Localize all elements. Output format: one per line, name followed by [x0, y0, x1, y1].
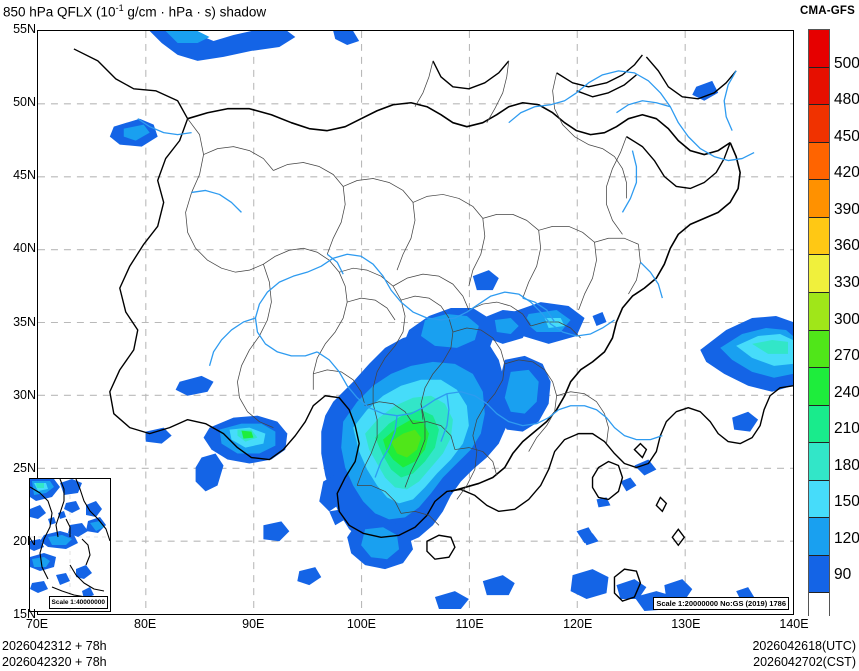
colorbar-tick-210: 210: [834, 420, 859, 438]
page-title: 850 hPa QFLX (10-1 g/cm · hPa · s) shado…: [3, 1, 266, 20]
south-china-sea-inset[interactable]: Scale 1:40000000: [29, 478, 111, 612]
lon-tick-100E: 100E: [346, 617, 377, 631]
colorbar-band-7: [809, 330, 829, 369]
lat-tick-40N: 40N: [13, 241, 36, 256]
qflx-south-china-main: [319, 308, 551, 570]
title-rest: g/cm · hPa · s) shadow: [123, 4, 267, 20]
qflx-northwest: [109, 31, 360, 147]
colorbar-tick-330: 330: [834, 273, 859, 291]
islands: [426, 442, 686, 602]
colorbar-band-12: [809, 142, 829, 181]
lat-tick-25N: 25N: [13, 460, 36, 475]
colorbar-band-2: [809, 518, 829, 556]
colorbar-tick-480: 480: [834, 91, 859, 109]
colorbar-band-5: [809, 405, 829, 444]
colorbar-band-10: [809, 217, 829, 256]
lat-tick-15N: 15N: [13, 607, 36, 621]
province-borders: [185, 60, 641, 526]
colorbar-band-4: [809, 443, 829, 481]
qflx-shading-layer: [109, 31, 793, 612]
colorbar-band-1: [809, 555, 829, 594]
lat-tick-20N: 20N: [13, 533, 36, 548]
colorbar-band-8: [809, 292, 829, 331]
lon-tick-70E: 70E: [25, 617, 49, 631]
colorbar-tick-120: 120: [834, 529, 859, 547]
lat-tick-50N: 50N: [13, 95, 36, 110]
colorbar-band-11: [809, 180, 829, 218]
colorbar-tick-500: 500: [834, 54, 859, 72]
rivers: [137, 70, 755, 478]
lon-tick-130E: 130E: [671, 617, 701, 631]
lat-tick-35N: 35N: [13, 314, 36, 329]
colorbar-band-15: [809, 30, 829, 68]
colorbar-tick-360: 360: [834, 237, 859, 255]
colorbar: [808, 29, 830, 630]
colorbar-band-0: [809, 593, 829, 630]
lat-tick-55N: 55N: [13, 22, 36, 36]
colorbar-band-6: [809, 368, 829, 406]
inset-shading-layer: [30, 479, 110, 611]
inset-scale-plate: Scale 1:40000000: [48, 596, 108, 609]
lon-tick-110E: 110E: [455, 617, 484, 631]
lon-tick-140E: 140E: [779, 617, 809, 631]
colorbar-tick-390: 390: [834, 200, 859, 218]
colorbar-tick-420: 420: [834, 164, 859, 182]
colorbar-band-13: [809, 105, 829, 143]
colorbar-tick-240: 240: [834, 383, 859, 401]
title-main: 850 hPa QFLX (10: [3, 4, 116, 20]
footer-init-utc: 2026042312 + 78h: [2, 639, 107, 653]
colorbar-band-14: [809, 67, 829, 106]
colorbar-band-3: [809, 480, 829, 519]
lat-tick-45N: 45N: [13, 168, 36, 183]
colorbar-band-9: [809, 255, 829, 293]
map-scale-plate: Scale 1:20000000 No:GS (2019) 1786: [653, 597, 789, 610]
colorbar-tick-150: 150: [834, 493, 859, 511]
footer-valid-cst: 2026042702(CST): [753, 655, 856, 669]
footer-valid-utc: 2026042618(UTC): [752, 639, 856, 653]
model-label: CMA-GFS: [799, 5, 855, 17]
qflx-yangtze: [472, 270, 531, 344]
china-coastline: [187, 101, 741, 493]
qflx-myanmar: [145, 375, 346, 586]
map-plot-area[interactable]: Scale 1:20000000 No:GS (2019) 1786: [37, 30, 794, 615]
national-borders: [73, 48, 793, 538]
lat-tick-30N: 30N: [13, 387, 36, 402]
colorbar-tick-270: 270: [834, 347, 859, 365]
map-clip: Scale 1:20000000 No:GS (2019) 1786: [38, 31, 793, 614]
qflx-pacific: [570, 316, 793, 604]
footer-init-cst: 2026042320 + 78h: [2, 655, 107, 669]
colorbar-tick-90: 90: [834, 566, 852, 584]
lon-tick-80E: 80E: [134, 617, 157, 631]
colorbar-tick-300: 300: [834, 310, 859, 328]
title-superscript: -1: [115, 3, 124, 13]
map-geography-layer: [73, 48, 793, 602]
lon-tick-120E: 120E: [563, 617, 593, 631]
lon-tick-90E: 90E: [242, 617, 265, 631]
colorbar-tick-450: 450: [834, 127, 859, 145]
colorbar-tick-180: 180: [834, 456, 859, 474]
